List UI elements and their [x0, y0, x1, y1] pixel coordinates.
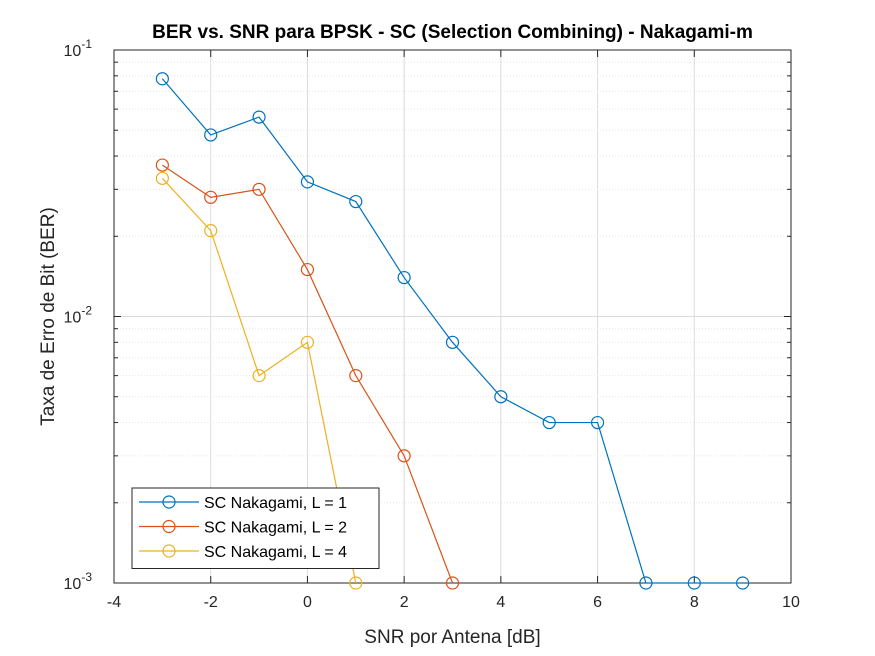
series-line	[162, 164, 454, 584]
data-point	[542, 415, 556, 430]
x-tick-label: -2	[204, 594, 218, 611]
legend-item: SC Nakagami, L = 4	[139, 544, 347, 561]
series-2	[155, 158, 460, 590]
x-tick-label: 4	[496, 594, 505, 611]
x-tick-label: 0	[303, 594, 312, 611]
legend-label: SC Nakagami, L = 4	[204, 544, 347, 561]
legend-item: SC Nakagami, L = 1	[139, 495, 347, 512]
data-point	[300, 175, 315, 189]
legend-marker	[162, 519, 176, 534]
data-point	[155, 72, 169, 86]
data-point	[349, 576, 363, 590]
chart-title: BER vs. SNR para BPSK - SC (Selection Co…	[152, 22, 753, 43]
legend-label: SC Nakagami, L = 2	[204, 520, 347, 537]
grid	[114, 50, 791, 583]
data-point	[204, 224, 218, 238]
data-point	[300, 262, 315, 277]
series-line	[161, 78, 743, 584]
x-tick-label: -4	[107, 594, 121, 611]
x-tick-label: 8	[690, 594, 699, 611]
data-point	[349, 194, 363, 209]
data-point	[736, 576, 750, 590]
data-point	[397, 270, 411, 285]
data-point	[639, 576, 653, 590]
series-1	[155, 72, 750, 590]
y-axis-label: Taxa de Erro de Bit (BER)	[38, 207, 59, 426]
data-point	[155, 158, 169, 172]
x-tick-label: 6	[593, 594, 602, 611]
data-point	[494, 390, 508, 404]
data-point	[204, 128, 218, 142]
data-point	[397, 449, 411, 463]
series	[155, 72, 750, 590]
legend-item: SC Nakagami, L = 2	[139, 520, 347, 537]
data-point	[445, 576, 460, 590]
data-point	[252, 110, 266, 124]
legend-label: SC Nakagami, L = 1	[204, 495, 347, 512]
data-point	[204, 190, 218, 204]
x-tick-label: 2	[400, 594, 409, 611]
x-axis-label: SNR por Antena [dB]	[364, 627, 540, 648]
data-point	[687, 576, 701, 590]
data-point	[349, 369, 363, 383]
x-tick-label: 10	[782, 594, 800, 611]
data-point	[590, 415, 605, 430]
data-point	[252, 182, 266, 196]
legend: SC Nakagami, L = 1 SC Nakagami, L = 2 SC N…	[131, 487, 380, 569]
series-3	[155, 171, 363, 590]
data-point	[252, 369, 266, 383]
data-point	[300, 335, 315, 349]
data-point	[155, 171, 169, 185]
legend-marker	[162, 544, 176, 558]
legend-marker	[162, 495, 176, 509]
data-point	[445, 335, 460, 349]
series-line	[161, 177, 357, 584]
